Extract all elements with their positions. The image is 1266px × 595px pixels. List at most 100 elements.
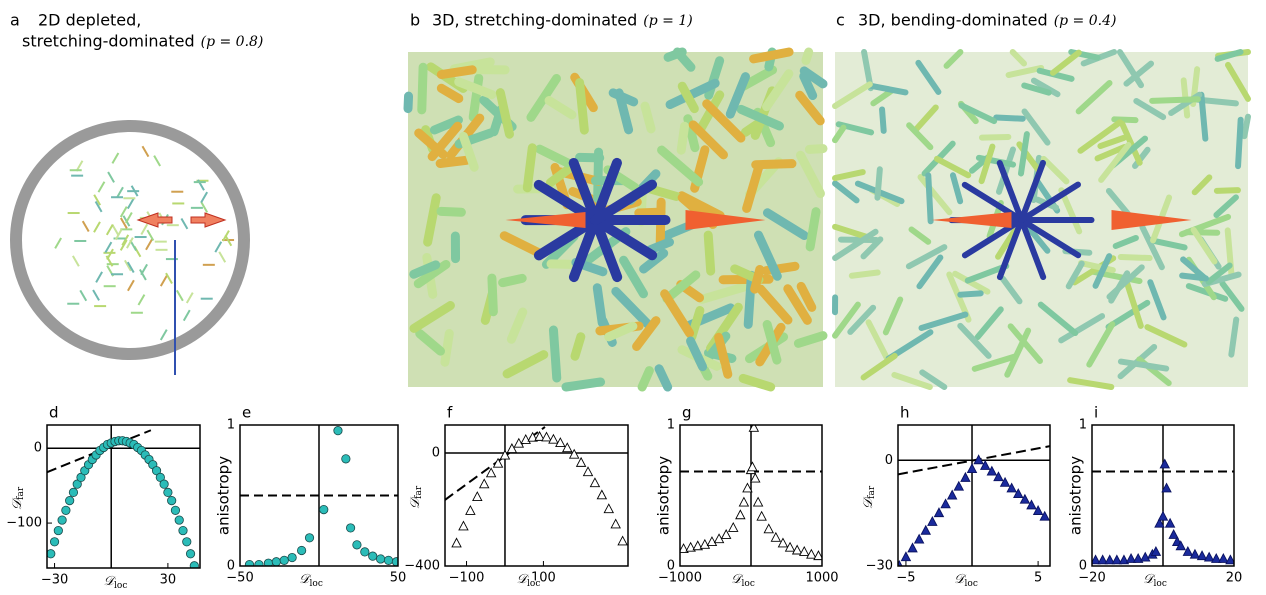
point [163,487,173,497]
tube [1228,316,1240,358]
point [1111,554,1123,565]
tube [1149,96,1201,104]
tube [832,169,866,182]
point [1118,554,1130,565]
lattice-bond [105,255,114,267]
y-tick-label: 1 [667,418,675,433]
point [167,496,177,506]
x-tick-label: 1000 [805,571,838,586]
tube [933,155,972,179]
tube [413,259,451,289]
tube [736,104,784,131]
point [65,496,75,506]
tube [865,319,891,363]
panel-parameter: (p = 0.4) [1054,13,1117,29]
point [1150,545,1162,556]
point [920,524,932,535]
tube [1030,77,1061,98]
lattice-bond [222,230,230,242]
tube [952,270,991,295]
tube-stressed [590,157,622,225]
network-renderings [10,47,1251,392]
x-axis-label: 𝒟loc [104,574,128,591]
point [360,547,370,557]
tube [832,81,873,110]
tube [1133,97,1167,121]
tube [1119,120,1143,166]
tube [874,166,883,201]
point [189,561,199,568]
lattice-bond [114,228,123,241]
point [391,557,398,566]
tube [1086,321,1116,368]
x-tick-label: −5 [896,571,915,586]
tube [640,101,656,134]
point [562,442,573,453]
tube [1078,260,1116,274]
tube [1178,213,1232,238]
y-tick-label: 0 [667,559,675,574]
point [304,533,315,543]
tube [995,146,1016,195]
point [735,509,746,520]
point [907,542,918,553]
lattice-bond [121,234,130,246]
x-tick-label: −50 [226,571,253,586]
tube [1219,280,1245,312]
lattice-bond [124,259,132,272]
tube [978,143,996,185]
tube [725,72,751,119]
lattice-bond [92,289,100,301]
tube [409,260,441,279]
x-tick-label: −30 [41,573,68,588]
y-tick-label: −100 [6,516,42,531]
point [699,538,711,549]
tube [714,332,733,379]
chart-letter: i [1094,404,1098,422]
tube [415,329,446,356]
point [582,466,594,477]
panel-title: stretching-dominated [22,32,195,51]
point [953,480,965,491]
tube [799,66,828,89]
tube [917,174,953,216]
tube [1021,82,1052,96]
point [900,551,912,562]
tube [1017,131,1030,177]
tube [545,163,575,188]
tube [409,301,455,333]
lattice-bond [81,220,90,233]
tube [912,104,939,133]
axes-frame [897,424,1051,567]
tube [832,301,861,339]
tube [891,371,933,390]
point [940,498,951,509]
y-tick-label: −30 [866,559,893,574]
lattice-bond [176,289,184,302]
label-sub: loc [114,581,127,591]
point [603,503,615,514]
tube [458,131,479,172]
point [748,425,760,432]
tube-stressed [961,217,1025,259]
point [1013,488,1024,499]
lattice-bond [93,194,102,206]
point [1032,505,1044,515]
tube [975,154,1017,168]
tube [870,88,894,107]
tube [971,353,1018,372]
y-tick-label: 1 [227,418,235,433]
lattice-bond [97,181,106,193]
tube [1049,49,1082,76]
tube [1004,327,1032,378]
x-axis-label: 𝒟loc [731,572,755,589]
point [986,465,998,476]
lattice-bond [111,152,120,164]
lattice-bond [182,309,191,322]
tube [905,244,948,270]
tube [544,96,577,120]
lattice-bond [126,197,135,210]
point [61,505,71,515]
axes-frame [679,424,823,567]
tube [619,255,648,299]
